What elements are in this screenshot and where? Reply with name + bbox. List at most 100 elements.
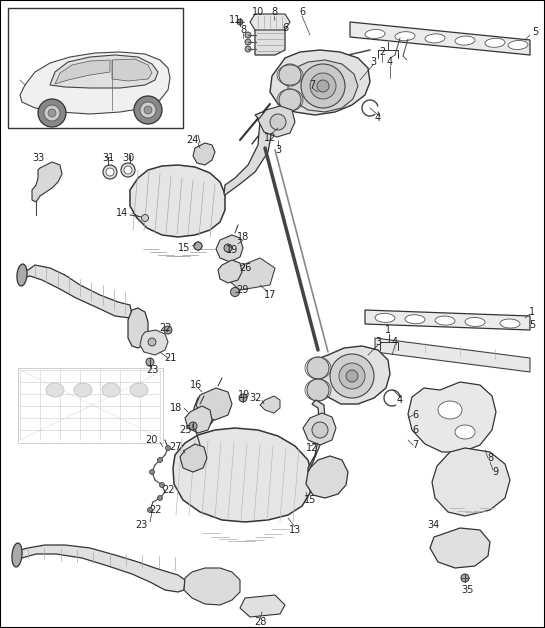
Ellipse shape [455,425,475,439]
Polygon shape [430,528,490,568]
Circle shape [307,357,329,379]
Polygon shape [288,60,358,112]
Polygon shape [173,428,312,522]
Circle shape [317,89,324,95]
Text: 25: 25 [179,425,192,435]
Text: 18: 18 [237,232,249,242]
Bar [18,368,163,443]
Text: 5: 5 [529,320,535,330]
Text: 20: 20 [146,435,158,445]
Polygon shape [140,330,168,355]
Text: 24: 24 [186,135,198,145]
Text: 8: 8 [487,453,493,463]
Circle shape [148,338,156,346]
Text: 16: 16 [190,380,202,390]
Polygon shape [224,112,272,195]
Polygon shape [303,413,336,445]
Ellipse shape [485,38,505,47]
Polygon shape [184,568,240,605]
Circle shape [158,495,162,501]
Circle shape [194,242,202,250]
Polygon shape [32,162,62,202]
Text: 8: 8 [240,25,246,35]
Text: 6: 6 [412,410,418,420]
Text: 23: 23 [136,520,148,530]
Circle shape [306,77,313,84]
Polygon shape [432,448,510,516]
Text: 7: 7 [412,440,418,450]
Bar [8,8,183,128]
Text: 14: 14 [116,208,128,218]
Circle shape [270,114,286,130]
Text: 12: 12 [264,133,276,143]
Polygon shape [350,22,530,55]
Circle shape [245,46,251,52]
Text: 32: 32 [250,393,262,403]
Circle shape [346,370,358,382]
Polygon shape [14,545,185,592]
Polygon shape [250,14,290,30]
Polygon shape [365,310,530,330]
Circle shape [237,19,243,25]
Polygon shape [408,382,496,452]
Ellipse shape [395,31,415,41]
Circle shape [194,242,202,250]
Circle shape [142,215,148,222]
Circle shape [314,65,322,72]
Polygon shape [306,456,348,498]
Text: 3: 3 [375,337,381,347]
Text: 12: 12 [306,443,318,453]
Ellipse shape [375,313,395,322]
Circle shape [301,64,345,108]
Polygon shape [55,60,110,84]
Text: 19: 19 [226,245,238,255]
Text: 22: 22 [149,505,162,515]
Text: 23: 23 [146,365,158,375]
Circle shape [160,482,165,487]
Text: 33: 33 [32,153,44,163]
Circle shape [144,106,152,114]
Text: 27: 27 [169,442,182,452]
Circle shape [331,55,338,62]
Text: 29: 29 [236,285,248,295]
Polygon shape [216,235,243,262]
Text: 3: 3 [275,145,281,155]
Polygon shape [194,394,216,426]
Ellipse shape [500,319,520,328]
Text: 31: 31 [102,153,114,163]
Text: 17: 17 [264,290,276,300]
Polygon shape [130,165,225,237]
Text: 26: 26 [239,263,251,273]
Text: 5: 5 [532,27,538,37]
Polygon shape [185,406,212,433]
Text: 2: 2 [379,47,385,57]
Ellipse shape [465,317,485,327]
Text: 4: 4 [397,395,403,405]
Circle shape [158,458,162,462]
Ellipse shape [17,264,27,286]
Text: 19: 19 [238,390,250,400]
Text: 35: 35 [462,585,474,595]
Circle shape [124,166,132,174]
Text: 13: 13 [289,525,301,535]
Text: 15: 15 [304,495,316,505]
Circle shape [245,32,251,38]
Circle shape [224,244,232,252]
Ellipse shape [455,36,475,45]
Circle shape [461,574,469,582]
Polygon shape [128,308,148,348]
Polygon shape [112,59,152,81]
Circle shape [279,64,301,86]
Text: 4: 4 [375,113,381,123]
Circle shape [38,99,66,127]
Circle shape [148,507,153,512]
Ellipse shape [435,316,455,325]
Circle shape [330,354,374,398]
Text: 4: 4 [392,337,398,347]
Polygon shape [270,50,370,115]
Polygon shape [375,338,530,372]
Text: 21: 21 [164,353,176,363]
Circle shape [307,379,329,401]
Polygon shape [50,55,158,88]
Circle shape [164,326,172,334]
